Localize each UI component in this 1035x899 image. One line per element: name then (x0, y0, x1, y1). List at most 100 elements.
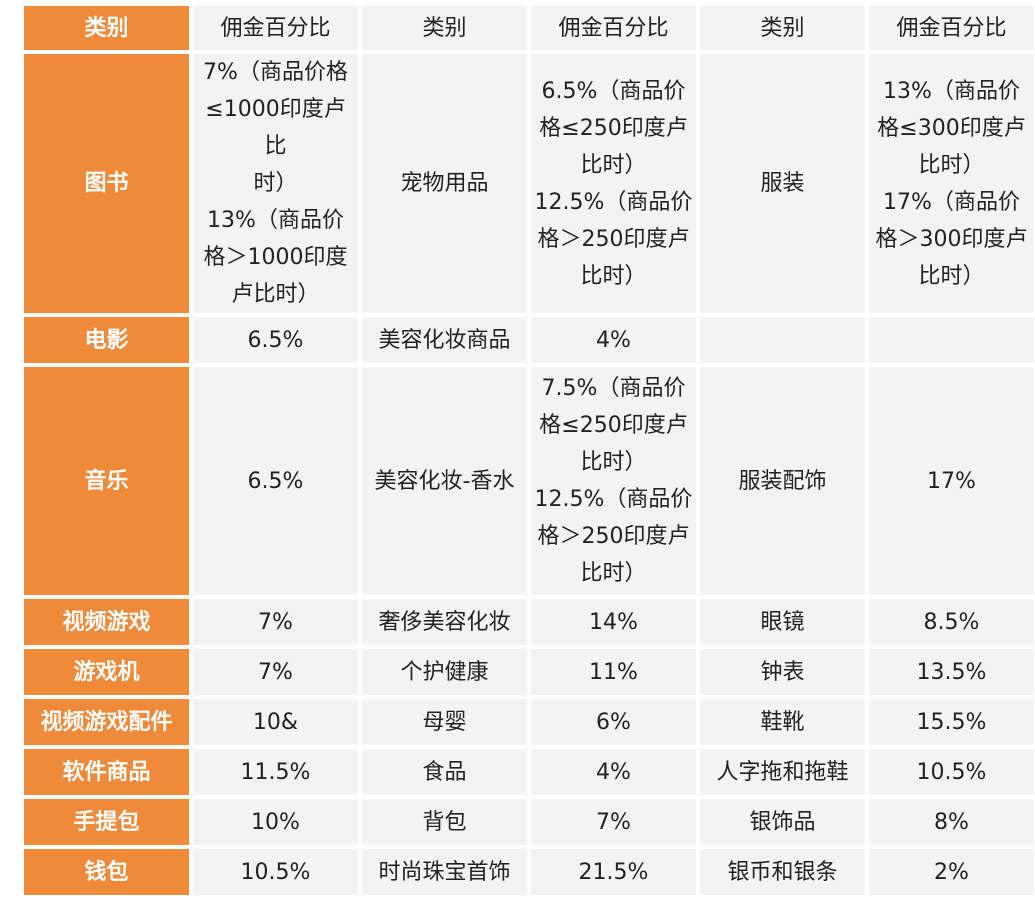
category-cell: 视频游戏 (24, 599, 189, 645)
commission-text-line: 格≤300印度卢 (877, 115, 1026, 141)
category-cell: 游戏机 (24, 649, 189, 695)
commission-cell: 6.5%（商品价 格≤250印度卢 比时） 12.5%（商品价 格＞250印度卢 比时） (531, 54, 696, 313)
category-cell (700, 317, 865, 363)
commission-cell: 21.5% (531, 849, 696, 895)
table-row: 电影 6.5% 美容化妆商品 4% (24, 317, 1034, 363)
commission-text-line: 13%（商品价 (883, 78, 1020, 104)
table-row: 视频游戏配件 10& 母婴 6% 鞋靴 15.5% (24, 699, 1034, 745)
commission-text-line: 4% (596, 327, 631, 353)
commission-cell: 17% (869, 367, 1034, 595)
commission-text-line: 格≤250印度卢 (539, 115, 688, 141)
table-row: 视频游戏 7% 奢侈美容化妆 14% 眼镜 8.5% (24, 599, 1034, 645)
commission-cell: 4% (531, 749, 696, 795)
commission-text-line: 7% (596, 809, 631, 835)
commission-text-line: 10.5% (240, 859, 311, 885)
commission-cell (869, 317, 1034, 363)
commission-text-line: 8% (934, 809, 969, 835)
commission-text-line: 7% (258, 659, 293, 685)
commission-text-line: 比时） (918, 263, 985, 289)
commission-text-line: 8.5% (923, 609, 980, 635)
commission-text-line: 13%（商品价 (207, 208, 344, 233)
category-cell: 美容化妆商品 (362, 317, 527, 363)
category-cell: 银币和银条 (700, 849, 865, 895)
commission-text-line: 7%（商品价格 (203, 60, 348, 85)
category-cell: 视频游戏配件 (24, 699, 189, 745)
category-cell: 图书 (24, 54, 189, 313)
commission-cell: 13%（商品价 格≤300印度卢 比时） 17%（商品价 格＞300印度卢 比时） (869, 54, 1034, 313)
category-cell: 钟表 (700, 649, 865, 695)
category-cell: 个护健康 (362, 649, 527, 695)
table-row: 钱包 10.5% 时尚珠宝首饰 21.5% 银币和银条 2% (24, 849, 1034, 895)
commission-text-line: 13.5% (916, 659, 987, 685)
commission-table-container: 类别 佣金百分比 类别 佣金百分比 类别 佣金百分比 图书 7%（商品价格 ≤100… (24, 6, 1034, 899)
commission-text-line: 6.5%（商品价 (541, 78, 686, 104)
commission-cell: 10& (193, 699, 358, 745)
table-row: 音乐 6.5% 美容化妆-香水 7.5%（商品价 格≤250印度卢 比时） 12.5%（商品… (24, 367, 1034, 595)
category-cell: 音乐 (24, 367, 189, 595)
commission-cell: 13.5% (869, 649, 1034, 695)
commission-text-line: 17%（商品价 (883, 189, 1020, 215)
commission-cell: 10.5% (193, 849, 358, 895)
commission-cell: 11% (531, 649, 696, 695)
header-category-3: 类别 (700, 6, 865, 50)
category-cell: 软件商品 (24, 749, 189, 795)
commission-cell: 10.5% (869, 749, 1034, 795)
commission-cell: 6% (531, 699, 696, 745)
header-commission-3: 佣金百分比 (869, 6, 1034, 50)
commission-text-line: 7% (258, 609, 293, 635)
commission-text-line: 格≤250印度卢 (539, 413, 688, 438)
commission-text-line: 10& (252, 709, 299, 735)
commission-text-line: 格＞300印度卢 (875, 226, 1028, 252)
commission-cell: 6.5% (193, 317, 358, 363)
header-category-1: 类别 (24, 6, 189, 50)
table-row: 软件商品 11.5% 食品 4% 人字拖和拖鞋 10.5% (24, 749, 1034, 795)
commission-text-line: 15.5% (916, 709, 987, 735)
table-header-row: 类别 佣金百分比 类别 佣金百分比 类别 佣金百分比 (24, 6, 1034, 50)
commission-cell: 7% (531, 799, 696, 845)
commission-text-line: 14% (589, 609, 638, 635)
commission-text-line: 格＞250印度卢 (537, 524, 690, 549)
category-cell: 母婴 (362, 699, 527, 745)
commission-text-line: 格＞1000印度 (203, 245, 348, 270)
commission-text-line: 比时） (918, 152, 985, 178)
commission-cell: 2% (869, 849, 1034, 895)
table-row: 游戏机 7% 个护健康 11% 钟表 13.5% (24, 649, 1034, 695)
category-cell: 时尚珠宝首饰 (362, 849, 527, 895)
commission-text-line: ≤1000印度卢比 (205, 97, 346, 159)
commission-text-line: 比时） (580, 152, 647, 178)
category-cell: 服装 (700, 54, 865, 313)
table-row: 图书 7%（商品价格 ≤1000印度卢比 时） 13%（商品价 格＞1000印度 卢比时） 宠… (24, 54, 1034, 313)
category-cell: 食品 (362, 749, 527, 795)
category-cell: 服装配饰 (700, 367, 865, 595)
header-commission-2: 佣金百分比 (531, 6, 696, 50)
commission-text-line: 比时） (580, 561, 647, 586)
commission-text-line: 比时） (580, 263, 647, 289)
commission-text-line: 卢比时） (231, 282, 320, 307)
commission-table: 类别 佣金百分比 类别 佣金百分比 类别 佣金百分比 图书 7%（商品价格 ≤100… (20, 2, 1035, 899)
commission-text-line: 2% (934, 859, 969, 885)
category-cell: 人字拖和拖鞋 (700, 749, 865, 795)
commission-text-line: 6% (596, 709, 631, 735)
commission-cell: 7%（商品价格 ≤1000印度卢比时） 13%（商品价 格＞1000印度 卢比时） (193, 54, 358, 313)
category-cell: 手提包 (24, 799, 189, 845)
commission-cell: 15.5% (869, 699, 1034, 745)
commission-cell: 4% (531, 317, 696, 363)
commission-cell: 14% (531, 599, 696, 645)
commission-text-line: 6.5% (247, 327, 304, 353)
category-cell: 银饰品 (700, 799, 865, 845)
commission-text-line: 10% (251, 809, 300, 835)
commission-text-line: 11% (589, 659, 638, 685)
category-cell: 背包 (362, 799, 527, 845)
commission-text-line: 21.5% (578, 859, 649, 885)
category-cell: 电影 (24, 317, 189, 363)
commission-text-line: 4% (596, 759, 631, 785)
category-cell: 鞋靴 (700, 699, 865, 745)
commission-text-line: 11.5% (240, 759, 311, 785)
commission-text-line: 7.5%（商品价 (541, 376, 686, 401)
commission-text-line: 10.5% (916, 759, 987, 785)
header-category-2: 类别 (362, 6, 527, 50)
category-cell: 宠物用品 (362, 54, 527, 313)
commission-text-line: 格＞250印度卢 (537, 226, 690, 252)
header-commission-1: 佣金百分比 (193, 6, 358, 50)
commission-text-line: 时） (253, 171, 298, 196)
